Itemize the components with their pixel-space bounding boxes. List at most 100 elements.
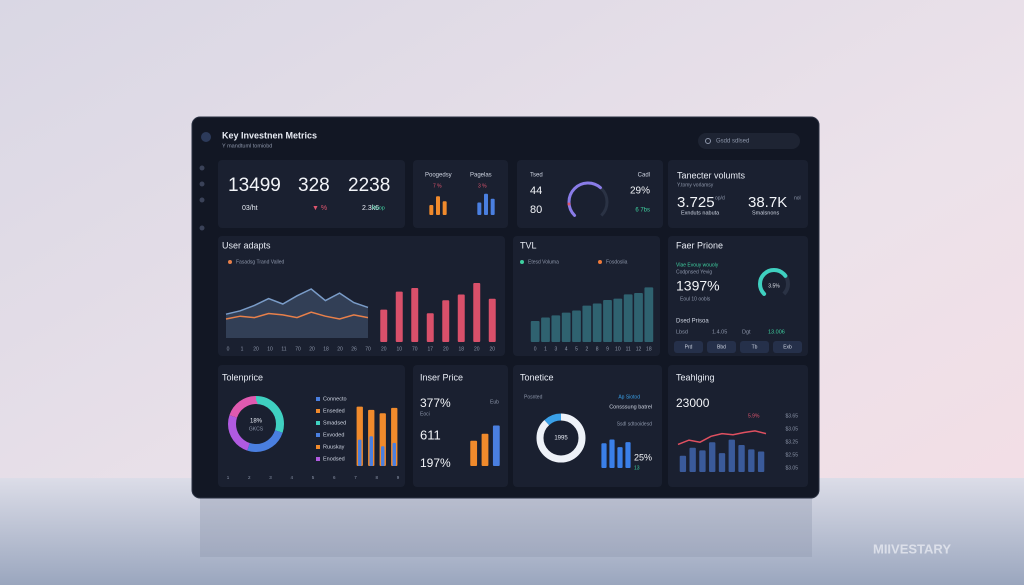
- search-icon: [705, 138, 711, 144]
- button-label: Prd: [685, 344, 693, 350]
- x-tick-label: 4: [290, 475, 293, 480]
- x-tick-label: 2: [248, 475, 251, 480]
- nav-icon[interactable]: [199, 165, 205, 171]
- gauge-number: 44: [530, 185, 542, 197]
- legend-label: Exvoded: [323, 432, 344, 438]
- nav-icon[interactable]: [199, 181, 205, 187]
- card: [218, 160, 405, 228]
- faer-value: 1397%: [676, 278, 720, 294]
- card-title: Inser Price: [420, 372, 463, 382]
- label: op/d: [715, 195, 725, 201]
- bar: [613, 298, 623, 342]
- axis-label: $3.65: [785, 413, 798, 419]
- bar: [572, 310, 581, 342]
- label: Ssdl sdtooidesd: [617, 421, 653, 427]
- button[interactable]: [773, 341, 802, 353]
- mini-title: Pagelas: [470, 173, 492, 179]
- bar: [470, 440, 478, 466]
- bar: [411, 288, 419, 342]
- search-box[interactable]: [698, 133, 800, 149]
- x-tick-label: 5: [312, 475, 315, 480]
- mini-tag: 7 %: [433, 183, 442, 189]
- label: Tsed: [530, 173, 543, 179]
- label: 3.5%: [768, 283, 780, 289]
- card-title: User adapts: [222, 240, 271, 250]
- legend-swatch: [316, 445, 320, 449]
- x-tick-label: 1: [227, 475, 230, 480]
- legend-swatch: [316, 409, 320, 413]
- label: Codpnsed Yevig: [676, 269, 712, 275]
- x-tick-label: 20: [443, 346, 449, 352]
- bar: [442, 300, 450, 342]
- legend-swatch: [598, 260, 602, 264]
- bar: [381, 446, 385, 466]
- bar: [551, 315, 561, 342]
- volume-value: 3.725: [677, 194, 715, 211]
- label: Smalsnons: [752, 210, 779, 216]
- button-label: Bbd: [717, 344, 726, 350]
- bar: [728, 439, 735, 472]
- x-tick-label: 8: [596, 346, 599, 352]
- x-tick-label: 9: [397, 475, 400, 480]
- title: Key Investnen Metrics: [222, 130, 317, 140]
- x-tick-label: 4: [565, 346, 568, 352]
- legend-label: Fasadsg Trand Valled: [236, 259, 284, 265]
- x-tick-label: 10: [396, 346, 402, 352]
- legend-label: Enodsed: [323, 456, 345, 462]
- bar: [561, 312, 571, 342]
- legend-label: Enseded: [323, 408, 345, 414]
- legend-swatch: [228, 260, 232, 264]
- bar: [429, 205, 434, 215]
- x-tick-label: 12: [636, 346, 642, 352]
- nav-icon[interactable]: [199, 197, 205, 203]
- x-tick-label: 18: [323, 346, 329, 352]
- x-tick-label: 17: [427, 346, 433, 352]
- x-tick-label: 9: [606, 346, 609, 352]
- x-tick-label: 1: [544, 346, 547, 352]
- label: nol: [794, 195, 801, 201]
- gauge-value: [757, 268, 790, 300]
- card: [517, 160, 663, 228]
- button[interactable]: [707, 341, 736, 353]
- bar: [601, 443, 607, 468]
- stat-value: 2238: [348, 175, 390, 196]
- label: 29%: [630, 186, 650, 197]
- card-title: Tonetice: [520, 372, 554, 382]
- x-tick-label: 8: [375, 475, 378, 480]
- label: GKCS: [249, 426, 264, 432]
- stat-label: 2.3k6: [362, 205, 379, 212]
- stat-value: 328: [298, 175, 330, 196]
- bar: [617, 447, 623, 468]
- x-tick-label: 6: [333, 475, 336, 480]
- label: Dsed Prisoa: [676, 319, 709, 325]
- bar: [603, 300, 612, 342]
- label: Dgt: [742, 329, 751, 335]
- mini-title: Poogedsy: [425, 173, 452, 179]
- bar: [679, 455, 687, 472]
- donut-segment: [228, 396, 284, 452]
- label: 197%: [420, 456, 451, 470]
- donut-segment: [228, 396, 284, 452]
- gauge-cap: [567, 202, 571, 206]
- bar: [492, 425, 500, 466]
- x-tick-label: 3: [554, 346, 557, 352]
- bar: [625, 442, 631, 468]
- bar: [699, 450, 706, 472]
- label: Cadl: [638, 173, 650, 179]
- button[interactable]: [740, 341, 769, 353]
- subtitle: Y mandtuml tomiobd: [222, 143, 272, 149]
- card: [668, 160, 808, 228]
- bar: [582, 305, 592, 342]
- label: 1.4.05: [712, 329, 727, 335]
- bar: [369, 436, 373, 466]
- nav-icon[interactable]: [199, 225, 205, 231]
- bar: [757, 451, 765, 472]
- line: [225, 311, 369, 320]
- bar: [644, 287, 654, 342]
- bar: [380, 309, 388, 342]
- button[interactable]: [674, 341, 703, 353]
- bar: [392, 442, 396, 466]
- x-tick-label: 10: [267, 346, 273, 352]
- label: 611: [420, 427, 441, 442]
